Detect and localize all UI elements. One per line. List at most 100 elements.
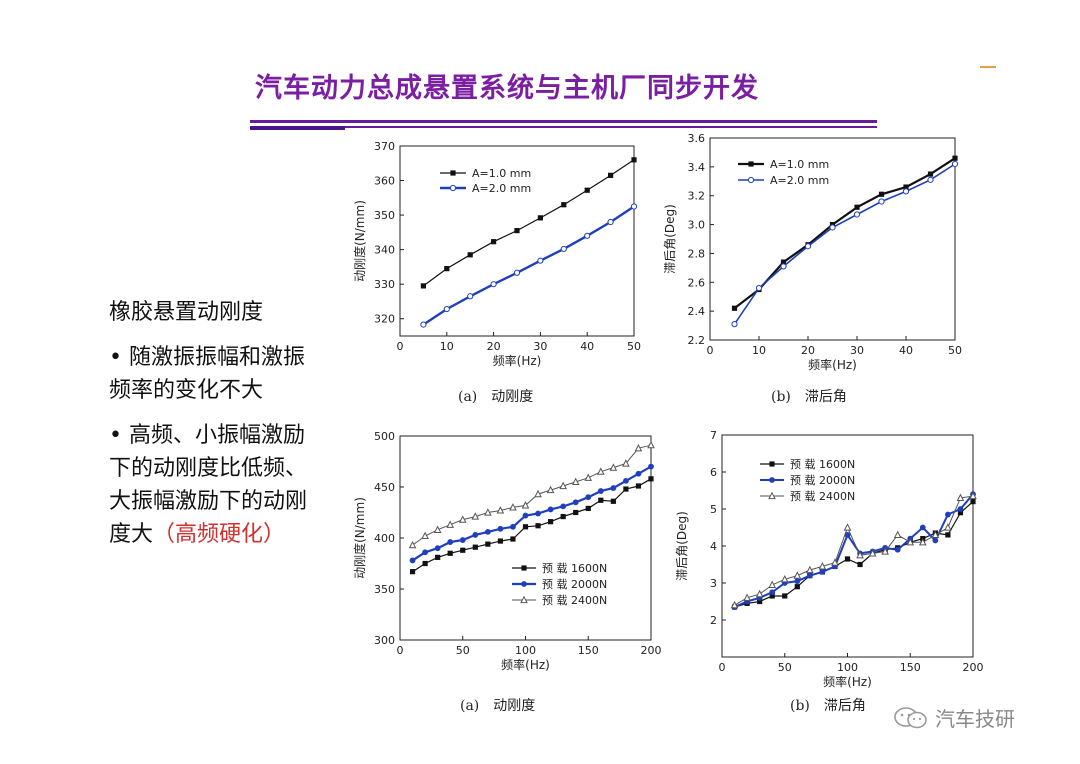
chart4-series-2-point <box>894 546 901 553</box>
wechat-icon <box>894 706 927 728</box>
chart2-x-tick-label: 40 <box>899 344 913 357</box>
chart3-series-3-point <box>609 463 618 471</box>
chart1-x-tick-label: 20 <box>487 340 501 353</box>
chart1-legend-label: A=1.0 mm <box>472 167 531 180</box>
chart4-series-3-point <box>906 538 915 546</box>
chart4-series-3-point <box>931 530 940 538</box>
chart2-series-1-point <box>854 204 860 210</box>
chart3-series-3-point <box>584 473 593 481</box>
chart4-series-3-point <box>944 523 952 531</box>
chart1-y-axis-label: 动刚度(N/mm) <box>352 200 367 282</box>
bullet-2-highlight: （高频硬化） <box>153 522 286 547</box>
chart3-y-tick-label: 350 <box>374 583 395 596</box>
chart3-series-3-point <box>596 467 605 475</box>
chart3-x-tick-label: 0 <box>397 644 404 657</box>
chart4-x-tick-label: 0 <box>719 661 726 674</box>
chart2-y-tick-label: 3.0 <box>688 219 706 232</box>
chart2-series-2-point <box>902 188 910 195</box>
chart4-series-3-point <box>755 589 764 598</box>
chart1-legend-marker <box>450 170 456 176</box>
chart4-series-3-point <box>969 491 977 500</box>
chart2-x-tick-label: 20 <box>801 344 815 357</box>
chart4-series-1-point <box>844 556 851 562</box>
chart3-series-3-point <box>471 512 480 520</box>
chart2-series-2-point <box>853 211 861 218</box>
chart1-series-1-point <box>561 202 567 208</box>
chart3-series-1-point <box>460 547 466 553</box>
chart3-x-tick-label: 100 <box>515 644 536 657</box>
chart2-y-tick-label: 2.6 <box>688 276 706 289</box>
caption-top-b: (b) 滞后角 <box>771 389 847 405</box>
chart2-series-2-point <box>731 321 738 328</box>
chart4-series-2-point <box>945 511 951 518</box>
chart2-x-tick-label: 50 <box>948 344 962 357</box>
chart4-legend-label: 预 载 1600N <box>790 458 855 471</box>
chart4-legend-marker <box>769 477 775 483</box>
chart3-series-1-point <box>522 524 529 530</box>
caption-bottom-a: (a) 动刚度 <box>460 698 536 714</box>
chart1-x-tick-label: 10 <box>440 340 454 353</box>
bullet-2: • 高频、小振幅激励下的动刚度比低频、大振幅激励下的动刚度大（高频硬化） <box>109 419 324 551</box>
chart3-legend-label: 预 载 2000N <box>542 578 607 591</box>
chart2-y-tick-label: 3.6 <box>688 132 706 145</box>
chart4-series-2-line <box>734 493 974 608</box>
chart3-series-2-point <box>623 477 629 484</box>
chart4-series-1-point <box>945 532 951 538</box>
chart3-series-1-point <box>610 498 616 504</box>
chart2-series-1-point <box>780 259 787 265</box>
bullet-1: • 随激振振幅和激振频率的变化不大 <box>109 345 305 403</box>
chart2-series-2-line <box>733 163 956 325</box>
chart2-legend-marker <box>747 176 755 184</box>
summary-text: 橡胶悬置动刚度 • 随激振振幅和激振频率的变化不大 • 高频、小振幅激励下的动刚… <box>109 296 324 563</box>
chart4-series-2-point <box>819 569 826 575</box>
chart3-series-1-point <box>573 509 579 516</box>
chart4-legend-label: 预 载 2000N <box>790 474 855 487</box>
chart4-series-2-point <box>794 578 801 585</box>
chart3-x-tick-label: 50 <box>456 644 470 657</box>
chart3-series-3-point <box>634 443 643 452</box>
chart2-series-1-point <box>731 305 738 311</box>
chart3-series-3-point <box>408 540 417 549</box>
chart2-series-2-point <box>878 198 885 205</box>
chart4-x-tick-label: 100 <box>837 661 858 674</box>
chart3-series-1-point <box>447 550 453 556</box>
chart3-series-3-point <box>571 477 580 485</box>
chart3-series-3-point <box>484 508 492 516</box>
chart3-series-2-point <box>472 532 479 538</box>
chart3-series-2-point <box>635 470 642 477</box>
chart3-series-2-point <box>585 494 592 501</box>
chart1-series-2-line <box>422 205 635 326</box>
chart1-y-tick-label: 330 <box>374 278 395 291</box>
chart2-legend-label: A=2.0 mm <box>770 174 829 187</box>
chart1-series-2-point <box>630 203 638 210</box>
chart2-series-2-point <box>951 160 959 168</box>
chart2-x-axis-label: 频率(Hz) <box>808 357 857 372</box>
chart4-series-1-point <box>757 598 763 605</box>
chart2-series-1-line <box>733 157 956 310</box>
chart3-series-2-point <box>497 525 504 532</box>
chart1-y-tick-label: 360 <box>374 175 395 188</box>
chart3-series-3-point <box>496 506 505 514</box>
chart4-series-3-point <box>868 549 877 557</box>
chart1-series-1-point <box>608 172 614 178</box>
chart2-x-tick-label: 10 <box>752 344 766 357</box>
chart3-series-3-point <box>534 489 542 498</box>
chart2-series-2-point <box>780 263 787 270</box>
chart4-y-tick-label: 6 <box>710 466 717 479</box>
chart3-series-2-point <box>648 463 654 470</box>
chart4-series-2-point <box>769 589 776 596</box>
summary-heading: 橡胶悬置动刚度 <box>109 300 264 325</box>
chart4-y-tick-label: 7 <box>710 429 717 442</box>
chart1-x-axis-label: 频率(Hz) <box>493 353 542 368</box>
chart3-series-1-point <box>409 569 416 575</box>
chart2-series-2-point <box>804 243 812 250</box>
chart1-x-tick-label: 50 <box>627 340 641 353</box>
chart2-x-tick-label: 30 <box>850 344 864 357</box>
chart1-series-1-point <box>631 157 637 163</box>
chart3-series-1-point <box>560 513 566 520</box>
chart4-series-1-point <box>957 510 964 516</box>
chart3-series-3-point <box>509 503 517 511</box>
caption-bottom-b: (b) 滞后角 <box>790 698 866 714</box>
watermark: 汽车技研 <box>893 703 1015 732</box>
